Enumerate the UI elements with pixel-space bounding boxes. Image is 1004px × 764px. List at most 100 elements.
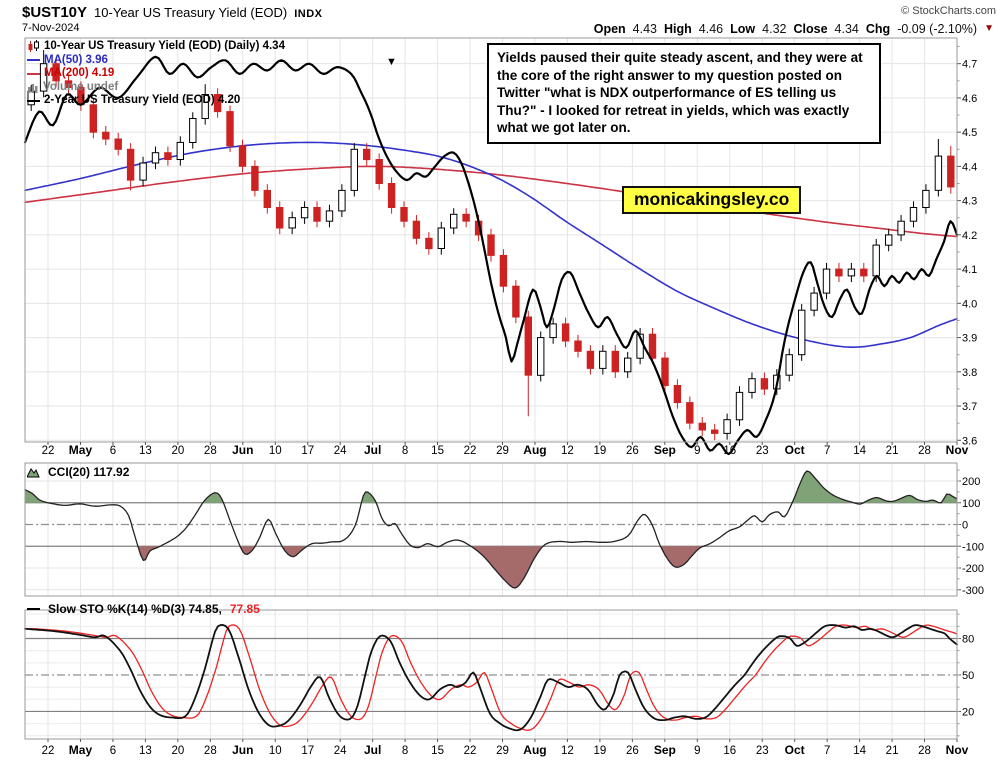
price-y-axis-label: 4.7 [962, 59, 977, 71]
candle-down [387, 183, 396, 208]
cci-legend: CCI(20) 117.92 [27, 465, 129, 479]
candle-up [748, 378, 756, 393]
close-value: 4.34 [834, 22, 859, 36]
candle-down [313, 207, 321, 222]
x-axis-label-bottom: 28 [918, 745, 931, 757]
candle-down [102, 131, 110, 140]
candle-up [39, 63, 48, 92]
x-axis-label-bottom: 19 [593, 745, 606, 757]
candle-down [512, 285, 520, 318]
candle-down [760, 378, 769, 390]
price-y-axis-label: 3.9 [962, 333, 977, 345]
candle-up [189, 118, 197, 143]
x-axis-label: 10 [269, 445, 282, 457]
x-axis-label: Jul [364, 443, 381, 457]
legend-2y-label: 2-Year US Treasury Yield (EOD) 4.20 [44, 94, 241, 106]
low-label: Low [730, 22, 756, 36]
candle-up [885, 234, 893, 246]
candle-up [810, 292, 818, 311]
x-axis-label: 12 [561, 445, 574, 457]
x-axis-label: 8 [402, 445, 408, 457]
candle-up [872, 244, 880, 277]
candle-up [897, 220, 905, 236]
x-axis-label: Aug [523, 443, 546, 457]
x-axis-label: 20 [171, 445, 184, 457]
candle-up [822, 268, 831, 294]
candle-down [561, 323, 570, 342]
x-axis-label-bottom: Nov [946, 743, 969, 757]
x-axis-label-bottom: Sep [654, 743, 676, 757]
legend-row-2y: 2-Year US Treasury Yield (EOD) 4.20 [27, 94, 285, 108]
cci-y-axis-label: 200 [962, 476, 980, 488]
price-y-axis-label: 3.8 [962, 367, 977, 379]
candle-down [375, 159, 383, 184]
cci-line [24, 470, 958, 589]
open-value: 4.43 [632, 22, 658, 36]
x-axis-label-bottom: 20 [171, 745, 184, 757]
x-axis-label-bottom: 28 [204, 745, 217, 757]
x-axis-label-bottom: 6 [110, 745, 116, 757]
cci-mountain-icon [27, 467, 40, 478]
sto-panel-border [24, 609, 958, 740]
candle-down [226, 111, 234, 147]
candle-down [412, 220, 421, 239]
x-axis-label: Oct [785, 443, 805, 457]
watermark-badge: monicakingsley.co [622, 186, 802, 214]
x-axis-label: 16 [723, 445, 736, 457]
candle-up [201, 94, 209, 119]
x-axis-label-bottom: 14 [853, 745, 866, 757]
x-axis-label: 7 [824, 445, 830, 457]
x-axis-label-bottom: 13 [139, 745, 152, 757]
x-axis-label-bottom: 24 [334, 745, 347, 757]
exchange-label: INDX [294, 8, 323, 20]
candle-up [450, 213, 458, 229]
candle-up [27, 90, 35, 106]
candle-down [276, 207, 284, 229]
legend-ma50-label: MA(50) 3.96 [44, 53, 108, 66]
main-panel-border [24, 37, 958, 443]
down-arrow-marker-icon: ▼ [386, 56, 397, 68]
x-axis-label-bottom: 16 [723, 745, 736, 757]
candle-down [673, 385, 682, 404]
ust2y-line [23, 55, 959, 456]
x-axis-label: 26 [626, 445, 639, 457]
candle-up [139, 162, 147, 181]
x-axis-label: 19 [593, 445, 606, 457]
candle-up [549, 323, 557, 339]
symbol: $UST10Y [22, 4, 88, 21]
x-axis-label-bottom: 21 [886, 745, 899, 757]
annotation-text-box: Yields paused their quite steady ascent,… [487, 43, 881, 144]
candle-down [425, 237, 433, 250]
cci-y-axis-label: 0 [962, 520, 968, 532]
price-y-axis-label: 3.7 [962, 401, 977, 413]
sto-y-axis-label: 80 [962, 634, 974, 646]
candle-up [785, 354, 793, 376]
price-y-axis-label: 4.0 [962, 298, 977, 310]
candle-down [462, 213, 470, 222]
ma50-line-icon [27, 59, 40, 62]
candle-down [611, 350, 619, 373]
x-axis-label-bottom: Aug [523, 743, 546, 757]
cci-legend-label: CCI(20) 117.92 [48, 465, 130, 479]
high-value: 4.46 [698, 22, 724, 36]
candle-down [126, 148, 135, 181]
ma200-line-icon [27, 72, 40, 75]
candle-down [238, 145, 247, 167]
x-axis-label-bottom: May [69, 743, 93, 757]
high-label: High [664, 22, 692, 36]
x-axis-label: 13 [139, 445, 152, 457]
candle-down [213, 94, 222, 113]
candle-down [52, 63, 60, 82]
cci-overbought-fill [25, 471, 957, 503]
candle-down [400, 207, 408, 222]
copyright: © StockCharts.com [901, 5, 996, 17]
x-axis-label-bottom: 26 [626, 745, 639, 757]
sto-legend: Slow STO %K(14) %D(3) 74.85, 77.85 [27, 602, 260, 616]
candlestick-icon [27, 40, 40, 53]
x-axis-label: 21 [886, 445, 899, 457]
sto-legend-k-label: Slow STO %K(14) %D(3) 74.85, [48, 602, 222, 616]
candle-up [934, 155, 943, 191]
candle-down [89, 104, 97, 133]
candle-down [648, 333, 657, 359]
x-axis-label: 14 [853, 445, 866, 457]
